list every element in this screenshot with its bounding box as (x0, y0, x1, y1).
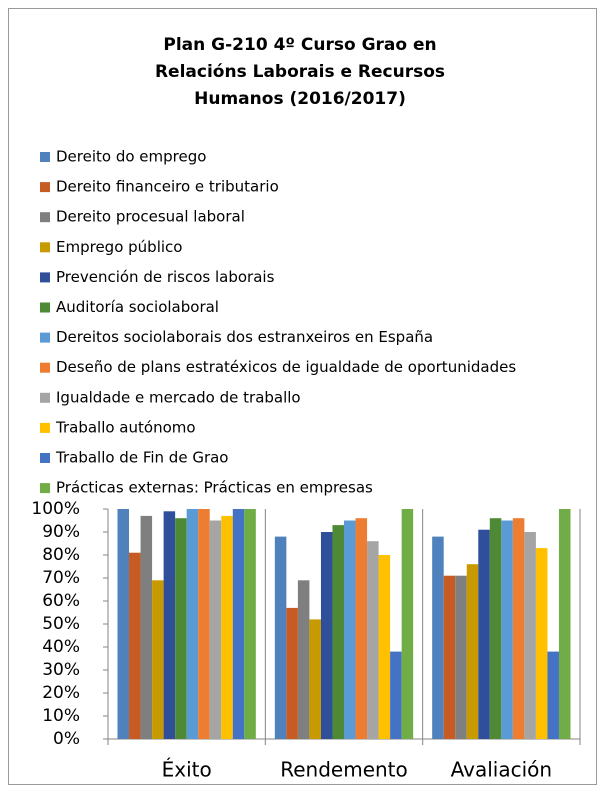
legend-label: Auditoría sociolaboral (56, 298, 219, 316)
legend-label: Traballo de Fin de Grao (55, 449, 229, 467)
legend-swatch (40, 483, 50, 494)
legend-swatch (40, 332, 50, 343)
x-tick-label: Éxito (162, 758, 212, 782)
bar (501, 520, 513, 739)
bar (198, 509, 210, 739)
bar (221, 515, 233, 739)
bar (535, 548, 548, 739)
bar (443, 575, 456, 739)
legend-swatch (40, 422, 50, 433)
bar (344, 520, 356, 739)
chart-title: Plan G-210 4º Curso Grao en (163, 35, 436, 55)
bar (401, 509, 414, 739)
bar (274, 536, 287, 739)
bar (286, 607, 298, 739)
bar (320, 532, 333, 739)
legend-swatch (40, 302, 50, 313)
bar (478, 529, 490, 739)
legend-label: Dereito financeiro e tributario (56, 178, 279, 196)
y-tick-label: 90% (42, 522, 80, 542)
bar (524, 532, 536, 739)
bar (297, 580, 310, 739)
chart-title: Relacións Laborais e Recursos (155, 62, 445, 82)
y-tick-label: 100% (31, 499, 80, 519)
bar (163, 511, 176, 739)
y-tick-label: 10% (42, 706, 80, 726)
bar (232, 509, 245, 739)
y-tick-label: 70% (42, 568, 80, 588)
legend-swatch (40, 453, 50, 463)
bar (367, 541, 379, 739)
y-tick-label: 30% (42, 660, 80, 680)
legend-swatch (40, 152, 50, 162)
bar (547, 651, 559, 739)
legend-label: Igualdade e mercado de traballo (56, 388, 301, 406)
y-tick-label: 0% (53, 729, 80, 749)
bar (244, 509, 256, 739)
bar (378, 555, 391, 739)
y-tick-label: 40% (42, 637, 80, 657)
y-tick-label: 80% (42, 545, 80, 565)
bar (117, 509, 130, 739)
legend-label: Prácticas externas: Prácticas en empresa… (56, 479, 373, 497)
legend-label: Traballo autónomo (55, 418, 196, 436)
legend-swatch (40, 362, 50, 373)
legend-label: Deseño de plans estratéxicos de igualdad… (56, 358, 516, 376)
legend-label: Dereito do emprego (56, 148, 206, 166)
bar (512, 518, 525, 739)
x-tick-label: Rendemento (280, 758, 408, 782)
legend-label: Emprego público (56, 238, 182, 256)
legend-label: Prevención de riscos laborais (56, 268, 275, 286)
bar (355, 518, 368, 739)
bar (152, 580, 164, 739)
bar (186, 509, 199, 739)
legend-label: Dereito procesual laboral (56, 208, 245, 226)
bar (209, 520, 222, 739)
bar (175, 518, 187, 739)
bar (129, 552, 141, 739)
legend-swatch (40, 392, 50, 403)
bar (140, 515, 153, 739)
bar (466, 564, 479, 739)
bar (432, 536, 444, 739)
bar (309, 619, 321, 739)
bar (558, 509, 571, 739)
legend-swatch (40, 272, 50, 283)
legend-swatch (40, 242, 50, 253)
legend-label: Dereitos sociolaborais dos estranxeiros … (56, 328, 433, 346)
bar (489, 518, 502, 739)
bar (390, 651, 402, 739)
legend-swatch (40, 212, 50, 223)
bar (455, 575, 467, 739)
chart-title: Humanos (2016/2017) (194, 89, 406, 109)
y-tick-label: 60% (42, 591, 80, 611)
legend-swatch (40, 182, 50, 193)
bar (332, 525, 344, 739)
y-tick-label: 20% (42, 683, 80, 703)
x-tick-label: Avaliación (451, 758, 552, 782)
y-tick-label: 50% (42, 614, 80, 634)
